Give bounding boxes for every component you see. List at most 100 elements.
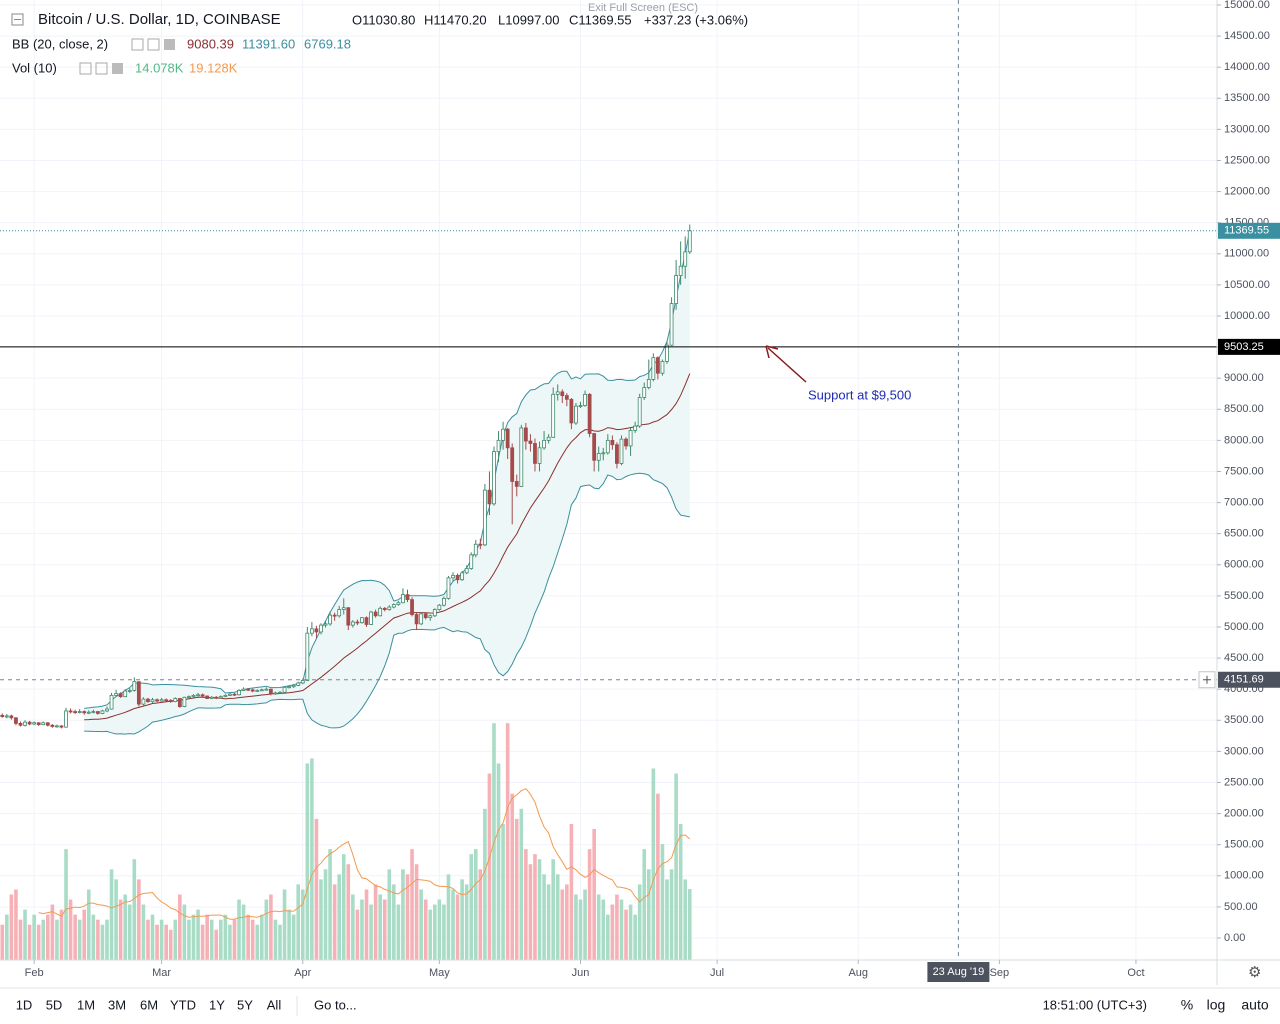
collapse-icon[interactable] [11, 13, 24, 26]
volume-bar [683, 879, 688, 960]
candle-body [428, 615, 433, 619]
candle-body [510, 447, 515, 482]
range-button[interactable]: YTD [170, 997, 196, 1012]
icon[interactable] [131, 38, 144, 51]
icon[interactable] [164, 39, 175, 50]
candle-body [546, 436, 551, 441]
y-tick-label: 2500.00 [1224, 776, 1264, 788]
candle-body [423, 613, 428, 619]
candle-body [528, 440, 533, 444]
candle-body [514, 481, 519, 487]
candle-body [9, 715, 14, 719]
candle-body [132, 681, 137, 691]
volume-bar [414, 864, 419, 960]
candle-body [136, 681, 141, 705]
volume-bar [674, 773, 678, 960]
volume-bar [423, 899, 428, 960]
volume-bar [196, 909, 200, 960]
crosshair-price-label-box [1218, 671, 1280, 688]
candle-body [460, 572, 465, 581]
y-tick-label: 9000.00 [1224, 372, 1264, 384]
range-button[interactable]: 1M [77, 997, 95, 1012]
clock: 18:51:00 (UTC+3) [1043, 997, 1147, 1012]
range-button[interactable]: 1Y [209, 997, 225, 1012]
candle-body [637, 397, 642, 427]
scale-option[interactable]: auto [1241, 997, 1268, 1013]
candle-body [373, 611, 378, 617]
volume-bar [55, 919, 59, 960]
candle-body [291, 685, 296, 688]
range-button[interactable]: All [267, 997, 282, 1012]
icon[interactable] [95, 62, 108, 75]
y-tick-label: 13000.00 [1224, 123, 1270, 135]
volume-bar [0, 924, 5, 960]
candle-body [159, 699, 164, 702]
volume-bar [619, 899, 624, 960]
volume-bar [642, 849, 647, 960]
candle-body [537, 447, 542, 464]
volume-bar [259, 914, 264, 960]
y-tick-label: 14000.00 [1224, 61, 1270, 73]
candle-body [405, 594, 410, 601]
volume-bar [446, 874, 451, 960]
icon[interactable] [112, 63, 123, 74]
range-button[interactable]: 5D [46, 997, 63, 1012]
volume-bar [578, 899, 583, 960]
candle-body [218, 696, 223, 699]
candle-body [300, 680, 305, 684]
candle-body [419, 613, 424, 625]
candle-body [182, 696, 187, 707]
crosshair-date-label: 23 Aug '19 [933, 966, 985, 978]
volume-bar [178, 894, 182, 960]
volume-bar [360, 899, 364, 960]
range-button[interactable]: 3M [108, 997, 126, 1012]
scale-option[interactable]: log [1207, 997, 1226, 1013]
volume-bar [82, 909, 87, 960]
crosshair-date-box [927, 962, 990, 982]
candle-body [410, 599, 414, 615]
volume-bar [223, 914, 228, 960]
volume-bar [50, 904, 55, 960]
candle-body [237, 690, 241, 696]
candle-body [624, 438, 628, 447]
volume-bar [246, 914, 250, 960]
volume-bar [524, 849, 528, 960]
settings-icon[interactable]: ⚙ [1248, 964, 1261, 981]
candle-body [123, 690, 128, 698]
candle-body [241, 688, 246, 691]
volume-bar [105, 919, 109, 960]
volume-bar [232, 919, 237, 960]
y-tick-label: 8000.00 [1224, 434, 1264, 446]
icon[interactable] [79, 62, 92, 75]
candle-body [391, 604, 396, 608]
candle-body [127, 690, 132, 692]
range-button[interactable]: 1D [16, 997, 33, 1012]
candle-body [587, 393, 592, 434]
goto-button[interactable]: Go to... [314, 997, 357, 1012]
volume-bar [542, 874, 546, 960]
candle-body [482, 489, 487, 546]
volume-bar [528, 864, 533, 960]
range-button[interactable]: 5Y [237, 997, 253, 1012]
candle-body [451, 574, 455, 579]
volume-bar [646, 869, 651, 960]
range-button[interactable]: 6M [140, 997, 158, 1012]
crosshair-price-label: 4151.69 [1224, 674, 1264, 686]
candle-body [82, 711, 87, 714]
volume-bar [255, 924, 260, 960]
candle-body [32, 722, 37, 725]
candle-body [669, 303, 674, 346]
candle-body [95, 711, 100, 714]
volume-bar [96, 919, 100, 960]
candle-body [332, 614, 337, 617]
scale-option[interactable]: % [1181, 997, 1193, 1013]
volume-bar [460, 879, 464, 960]
candle-body [278, 691, 282, 694]
candle-body [100, 710, 105, 714]
candle-body [446, 577, 451, 599]
volume-bar [282, 889, 287, 960]
volume-ma [38, 788, 691, 920]
volume-bar [469, 854, 474, 960]
icon[interactable] [147, 38, 160, 51]
fullscreen-hint[interactable]: Exit Full Screen (ESC) [588, 2, 698, 14]
